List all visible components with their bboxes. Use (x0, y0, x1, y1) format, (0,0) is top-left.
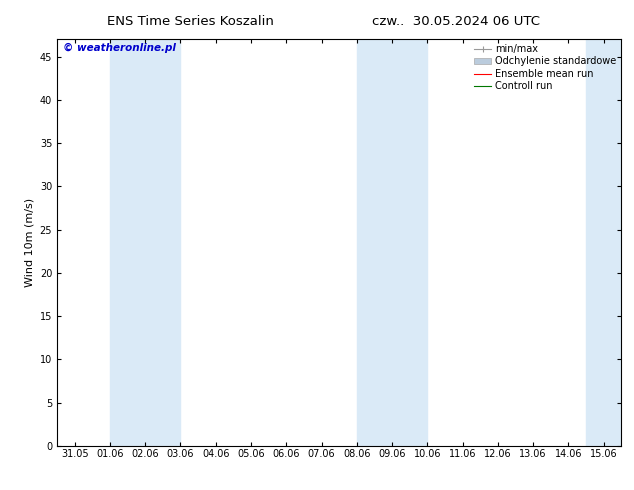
Bar (586, 39, 621, 446)
Y-axis label: Wind 10m (m/s): Wind 10m (m/s) (24, 198, 34, 287)
Text: ENS Time Series Koszalin: ENS Time Series Koszalin (107, 15, 274, 28)
Text: © weatheronline.pl: © weatheronline.pl (63, 43, 176, 53)
Text: czw..  30.05.2024 06 UTC: czw.. 30.05.2024 06 UTC (373, 15, 540, 28)
Bar (357, 39, 427, 446)
Legend: min/max, Odchylenie standardowe, Ensemble mean run, Controll run: min/max, Odchylenie standardowe, Ensembl… (472, 42, 618, 93)
Bar (110, 39, 181, 446)
